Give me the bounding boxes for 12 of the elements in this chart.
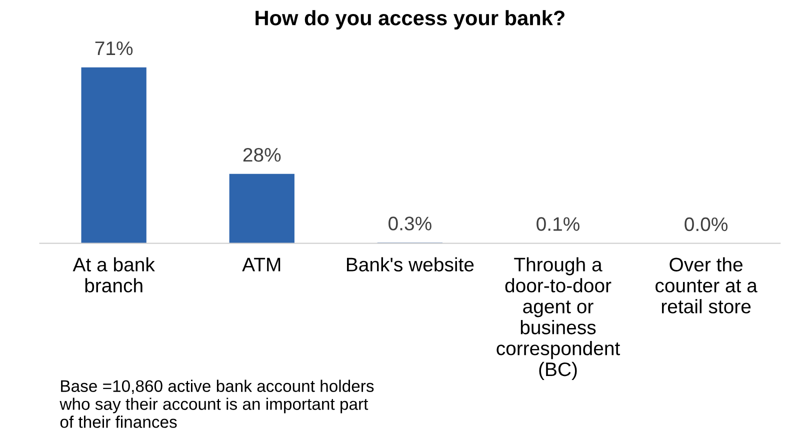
data-label: 28% — [243, 148, 281, 162]
data-label: 0.1% — [536, 217, 580, 231]
x-tick-label: Over the counter at a retail store — [656, 257, 758, 314]
data-label: 71% — [95, 41, 133, 56]
text: Base =10,860 active bank account holders who say their account is an important part of their finances — [60, 380, 374, 428]
x-tick-label: Bank's website — [346, 257, 474, 272]
x-tick-label: ATM — [242, 258, 280, 272]
x-tick-label: Through a door-to-door agent or business correspondent (BC) — [496, 257, 620, 380]
chart-title: How do you access your bank? — [256, 10, 564, 30]
x-tick-label: At a bank branch — [72, 257, 155, 292]
data-label: 0.3% — [388, 216, 432, 230]
data-label: 0.0% — [684, 217, 728, 232]
